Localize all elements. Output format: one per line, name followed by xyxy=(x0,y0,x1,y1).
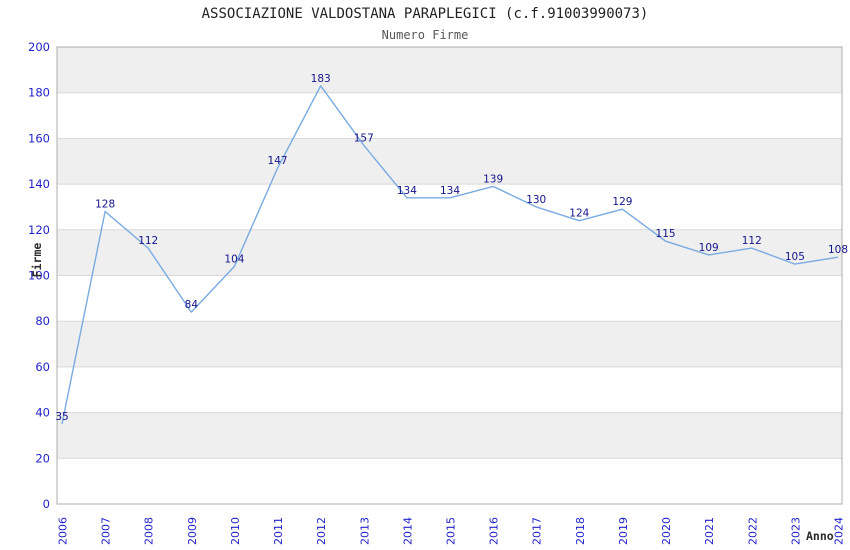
x-tick-label: 2006 xyxy=(57,517,70,545)
plot-band xyxy=(57,92,842,139)
data-point-label: 183 xyxy=(311,73,331,85)
x-tick-label: 2018 xyxy=(574,517,587,545)
x-axis-title: Anno xyxy=(806,529,834,543)
y-tick-label: 20 xyxy=(35,451,50,465)
plot-band xyxy=(57,229,842,276)
y-tick-label: 120 xyxy=(28,223,50,237)
x-tick-label: 2007 xyxy=(100,517,113,545)
data-point-label: 139 xyxy=(483,173,503,185)
x-tick-label: 2015 xyxy=(445,517,458,545)
x-tick-label: 2020 xyxy=(660,517,673,545)
y-tick-label: 140 xyxy=(28,177,50,191)
data-point-label: 147 xyxy=(268,155,288,167)
data-point-label: 128 xyxy=(95,199,115,211)
x-tick-label: 2014 xyxy=(401,517,414,545)
x-tick-label: 2008 xyxy=(143,517,156,545)
x-tick-label: 2017 xyxy=(531,517,544,545)
data-point-label: 134 xyxy=(397,185,417,197)
y-tick-label: 100 xyxy=(28,269,50,283)
plot-band xyxy=(57,458,842,504)
x-tick-label: 2019 xyxy=(617,517,630,545)
plot-band xyxy=(57,275,842,322)
x-tick-label: 2009 xyxy=(186,517,199,545)
plot-band xyxy=(57,366,842,413)
x-tick-label: 2012 xyxy=(315,517,328,545)
chart-title: ASSOCIAZIONE VALDOSTANA PARAPLEGICI (c.f… xyxy=(201,6,649,22)
data-point-label: 104 xyxy=(224,253,244,265)
x-tick-label: 2024 xyxy=(833,517,846,545)
plot-band xyxy=(57,138,842,185)
data-point-label: 84 xyxy=(185,299,199,311)
x-tick-label: 2021 xyxy=(703,517,716,545)
chart-subtitle: Numero Firme xyxy=(381,28,469,42)
data-point-label: 112 xyxy=(138,235,158,247)
x-tick-label: 2011 xyxy=(272,517,285,545)
x-tick-label: 2022 xyxy=(746,517,759,545)
y-tick-label: 180 xyxy=(28,86,50,100)
data-point-label: 35 xyxy=(55,411,68,423)
x-tick-label: 2016 xyxy=(488,517,501,545)
x-tick-label: 2013 xyxy=(358,517,371,545)
data-point-label: 108 xyxy=(828,244,848,256)
plot-band xyxy=(57,321,842,367)
plot-band xyxy=(57,47,842,93)
data-point-label: 130 xyxy=(526,194,546,206)
data-point-label: 129 xyxy=(612,196,632,208)
data-point-label: 105 xyxy=(785,251,805,263)
y-tick-label: 0 xyxy=(43,497,50,511)
plot-band xyxy=(57,184,842,230)
y-tick-label: 200 xyxy=(28,40,50,54)
x-tick-label: 2010 xyxy=(229,517,242,545)
data-point-label: 157 xyxy=(354,132,374,144)
data-point-label: 134 xyxy=(440,185,460,197)
plot-band xyxy=(57,412,842,459)
data-point-label: 112 xyxy=(742,235,762,247)
y-tick-label: 160 xyxy=(28,131,50,145)
data-line xyxy=(61,85,839,425)
y-tick-label: 80 xyxy=(35,314,50,328)
y-tick-label: 40 xyxy=(35,406,50,420)
data-point-label: 124 xyxy=(569,208,589,220)
data-point-label: 109 xyxy=(699,242,719,254)
x-tick-label: 2023 xyxy=(789,517,802,545)
y-tick-label: 60 xyxy=(35,360,50,374)
plot-border xyxy=(56,46,843,505)
data-point-label: 115 xyxy=(656,228,676,240)
y-axis-title: Firme xyxy=(30,242,44,278)
